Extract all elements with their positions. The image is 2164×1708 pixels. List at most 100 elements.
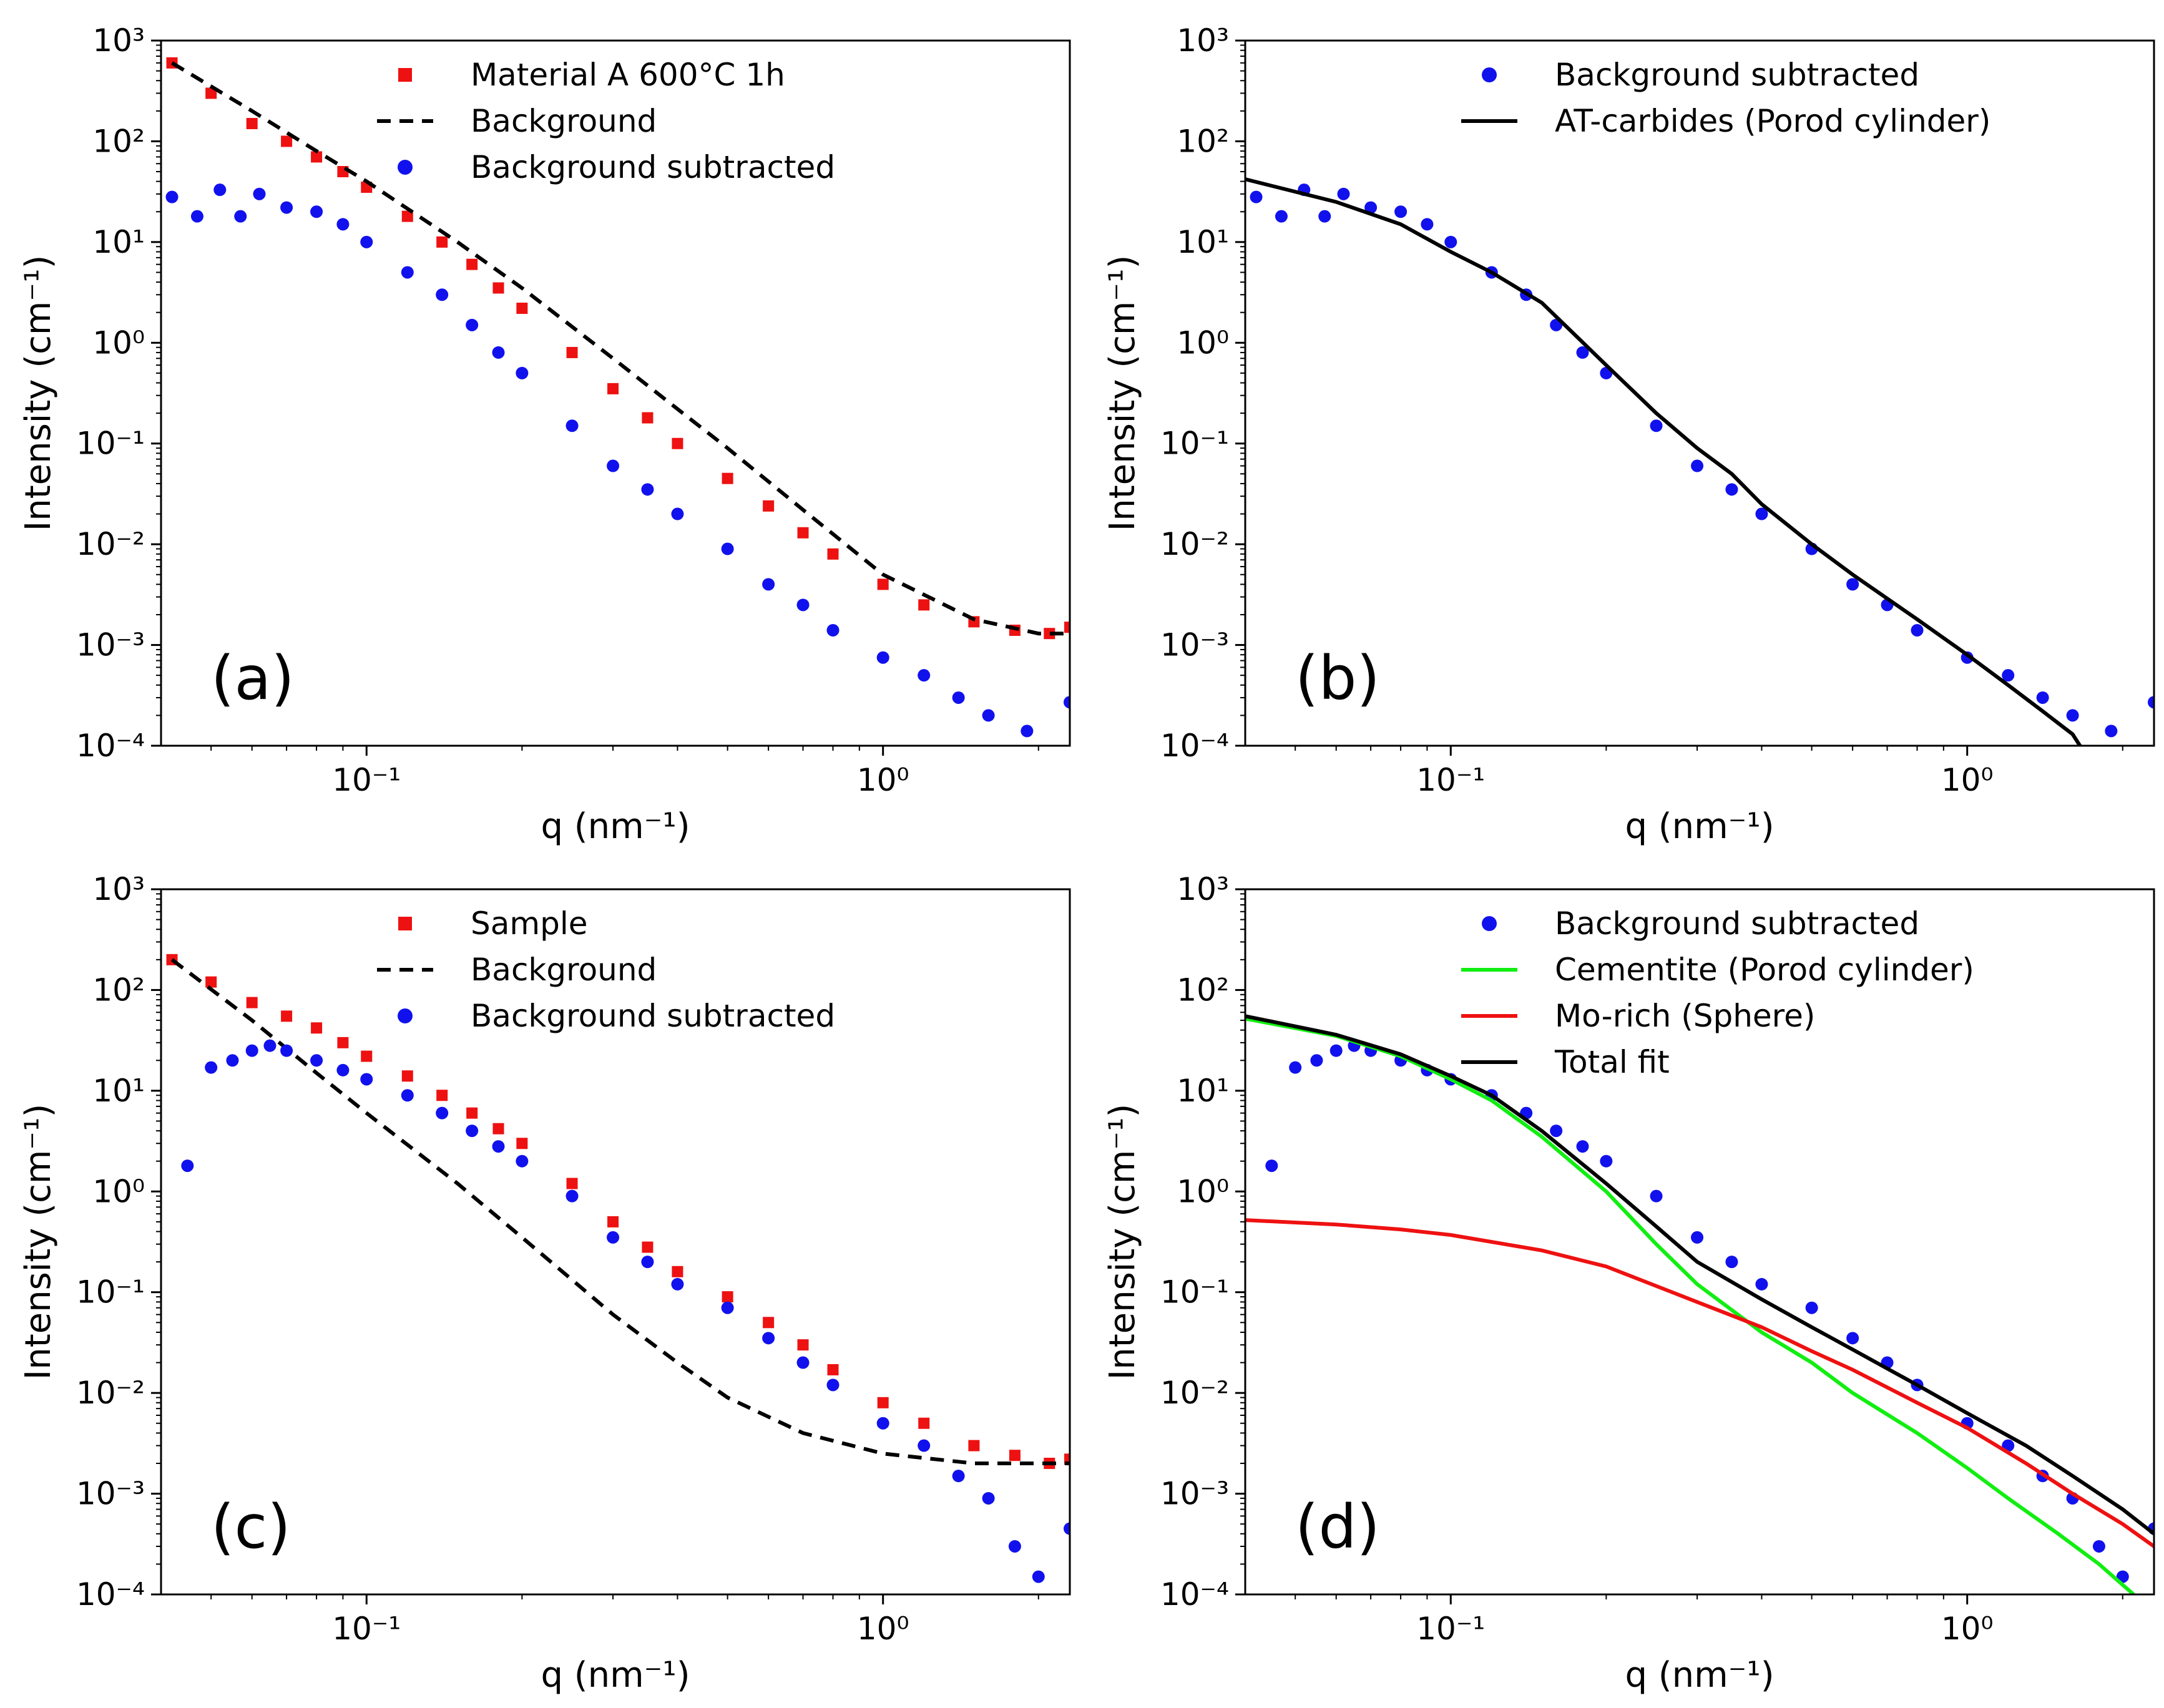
y-tick-label: 10⁻²: [76, 526, 145, 562]
data-point: [311, 1022, 323, 1034]
x-tick-label: 10⁻¹: [1416, 762, 1485, 798]
data-point: [190, 210, 203, 223]
chart-panel-b: 10⁻⁴ 10⁻³ 10⁻² 10⁻¹ 10⁰ 10¹ 10² 10³ 10⁻¹ 10⁰ q (nm…: [1102, 22, 2155, 847]
data-point: [918, 599, 930, 611]
data-point: [234, 210, 247, 223]
y-tick-label: 10⁻¹: [1160, 1274, 1229, 1310]
series-line: [1245, 1218, 2154, 1548]
x-tick-label: 10⁰: [1941, 762, 1994, 798]
series-background-subtracted: [181, 1039, 1070, 1583]
data-point: [516, 1154, 529, 1168]
data-point: [2002, 669, 2015, 682]
data-point: [2036, 691, 2049, 704]
series-mo-rich-sphere-: [1245, 1218, 2154, 1548]
legend-entry-label: Cementite (Porod cylinder): [1555, 952, 1974, 988]
data-point: [1650, 419, 1663, 432]
data-point: [607, 1231, 620, 1244]
data-point: [336, 218, 350, 231]
y-tick-label: 10²: [1177, 123, 1229, 159]
data-point: [401, 1070, 413, 1082]
data-point: [641, 1256, 654, 1269]
data-point: [360, 1073, 373, 1086]
series-line: [1245, 177, 2082, 746]
data-point: [1310, 1054, 1323, 1067]
data-point: [336, 1063, 350, 1076]
data-point: [1032, 1570, 1045, 1583]
data-point: [1337, 187, 1350, 200]
series-background-subtracted: [1250, 183, 2154, 738]
series-material-a-600-c-1h: [166, 57, 1070, 640]
data-point: [205, 87, 217, 99]
data-point: [721, 542, 734, 555]
data-point: [492, 1123, 504, 1135]
series-total-fit: [1245, 1014, 2154, 1536]
data-point: [982, 709, 995, 722]
data-point: [671, 507, 684, 520]
series-line: [170, 958, 1070, 1465]
y-tick-label: 10²: [92, 123, 145, 159]
data-point: [1691, 459, 1704, 472]
data-point: [205, 976, 217, 988]
legend-entry-label: AT-carbides (Porod cylinder): [1555, 103, 1990, 139]
y-tick-label: 10¹: [92, 224, 145, 260]
data-point: [436, 1090, 448, 1101]
legend: Background subtracted AT-carbides (Porod …: [1461, 57, 1990, 139]
data-point: [826, 1379, 840, 1392]
y-tick-label: 10⁻³: [76, 1476, 145, 1512]
data-point: [361, 1050, 373, 1062]
data-point: [1911, 623, 1924, 637]
data-point: [165, 190, 179, 203]
data-point: [281, 135, 293, 147]
x-tick-label: 10⁻¹: [332, 1611, 401, 1647]
data-point: [492, 1140, 505, 1153]
panel-label: (a): [211, 643, 295, 713]
data-point: [952, 1470, 965, 1483]
y-tick-label: 10⁻¹: [76, 426, 145, 462]
data-point: [436, 288, 449, 301]
data-point: [1394, 205, 1408, 218]
axes-frame: [160, 888, 1071, 1596]
data-point: [263, 1039, 277, 1052]
y-axis-label: Intensity (cm⁻¹): [1102, 255, 1143, 532]
data-point: [721, 1301, 734, 1314]
data-point: [968, 1440, 980, 1452]
y-tick-label: 10⁻³: [1160, 1476, 1229, 1512]
data-point: [1421, 218, 1434, 231]
legend-swatch: [1482, 67, 1497, 82]
data-point: [401, 210, 413, 222]
y-tick-label: 10²: [92, 972, 145, 1008]
x-tick-label: 10⁰: [857, 762, 909, 798]
x-axis-label: q (nm⁻¹): [541, 806, 690, 847]
data-point: [1755, 507, 1768, 520]
y-tick-label: 10⁻³: [1160, 627, 1229, 663]
data-point: [1250, 190, 1263, 203]
y-axis-label: Intensity (cm⁻¹): [18, 255, 59, 532]
data-point: [310, 1054, 323, 1067]
y-tick-label: 10¹: [92, 1073, 145, 1109]
data-point: [1444, 235, 1457, 248]
y-tick-label: 10⁻⁴: [76, 728, 145, 764]
plot-area: [1245, 177, 2154, 746]
data-point: [516, 366, 529, 379]
data-point: [1009, 1450, 1021, 1462]
data-point: [827, 1364, 839, 1375]
data-point: [1576, 346, 1589, 359]
y-tick-label: 10⁰: [92, 1173, 145, 1209]
data-point: [1289, 1061, 1302, 1074]
data-point: [2105, 725, 2118, 738]
data-point: [310, 205, 323, 218]
y-tick-label: 10⁻⁴: [1160, 728, 1229, 764]
data-point: [1064, 1522, 1070, 1535]
series-at-carbides-porod-cylinder-: [1245, 177, 2082, 746]
data-point: [337, 1037, 349, 1048]
data-point: [1275, 210, 1288, 223]
data-point: [918, 669, 931, 682]
legend: Material A 600°C 1h Background Background …: [377, 57, 835, 185]
data-point: [1755, 1277, 1768, 1291]
y-tick-label: 10⁻⁴: [1160, 1576, 1229, 1613]
series-background: [170, 61, 1070, 636]
axes-frame: [160, 39, 1071, 747]
x-tick-label: 10⁰: [857, 1611, 909, 1647]
